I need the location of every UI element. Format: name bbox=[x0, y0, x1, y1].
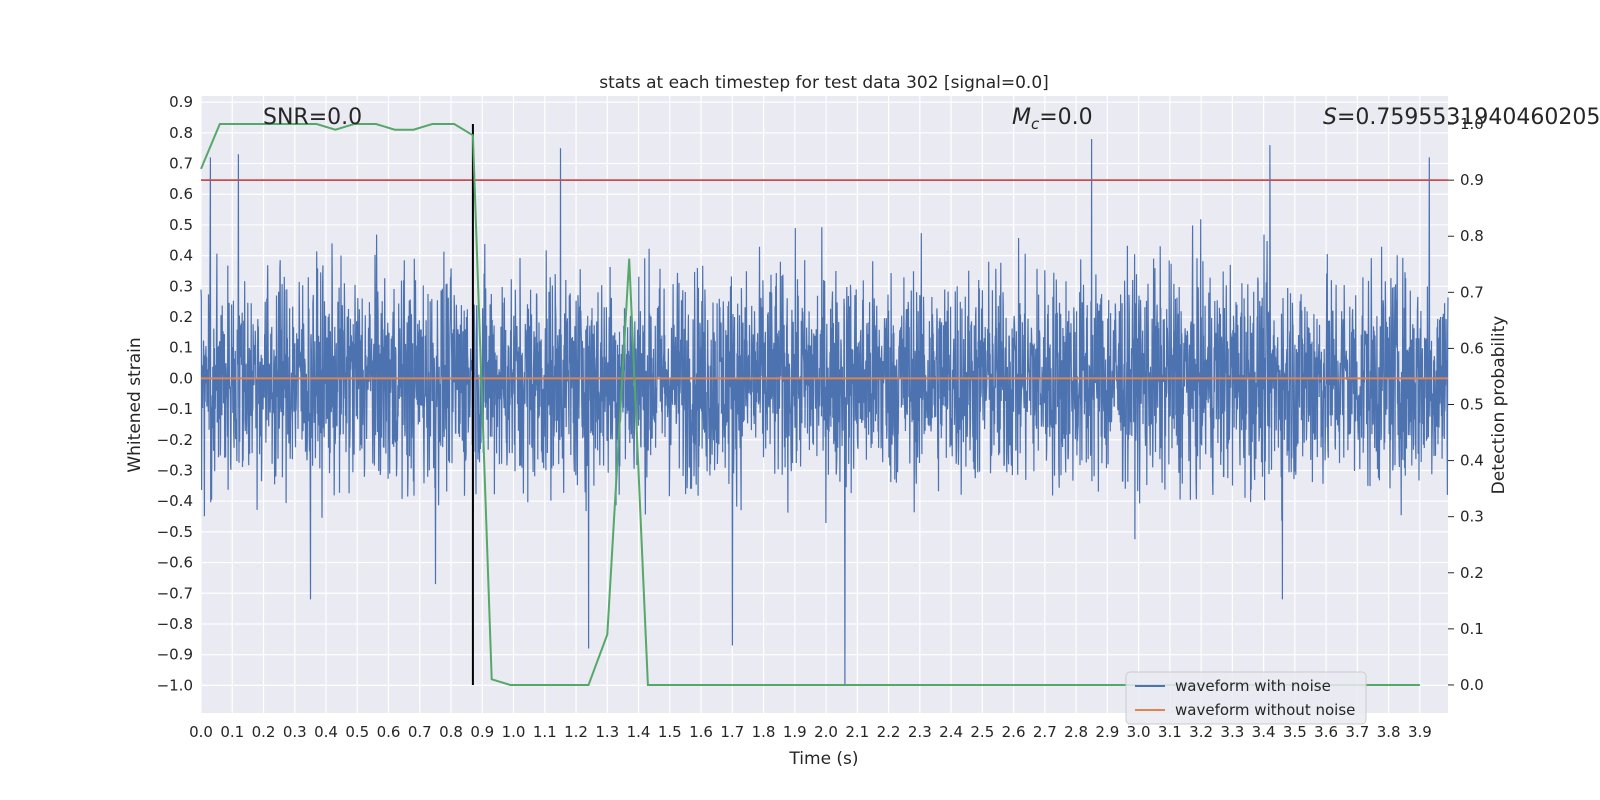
y-tick-label: −0.4 bbox=[157, 492, 193, 510]
y-axis-label: Whitened strain bbox=[125, 337, 145, 472]
y-tick-label: −0.9 bbox=[157, 646, 193, 664]
y2-tick-label: 0.6 bbox=[1460, 339, 1484, 357]
y-tick-label: −1.0 bbox=[157, 676, 193, 694]
annotation-score: S=0.7595531940460205 bbox=[1323, 105, 1600, 130]
x-tick-label: 3.5 bbox=[1283, 723, 1307, 741]
x-tick-label: 1.7 bbox=[720, 723, 744, 741]
y-tick-label: −0.1 bbox=[157, 400, 193, 418]
y-tick-label: 0.9 bbox=[169, 93, 193, 111]
x-tick-label: 2.9 bbox=[1095, 723, 1119, 741]
x-tick-label: 3.8 bbox=[1377, 723, 1401, 741]
x-tick-label: 2.7 bbox=[1033, 723, 1057, 741]
y-tick-label: −0.2 bbox=[157, 431, 193, 449]
x-tick-label: 3.4 bbox=[1252, 723, 1276, 741]
y2-tick-label: 0.4 bbox=[1460, 452, 1484, 470]
y2-tick-label: 0.2 bbox=[1460, 564, 1484, 582]
y-tick-label: −0.7 bbox=[157, 584, 193, 602]
x-tick-label: 2.8 bbox=[1064, 723, 1088, 741]
y-tick-label: 0.4 bbox=[169, 247, 193, 265]
y2-tick-label: 0.3 bbox=[1460, 508, 1484, 526]
x-tick-label: 1.1 bbox=[533, 723, 557, 741]
y2-axis-label: Detection probability bbox=[1489, 316, 1509, 495]
y-tick-label: 0.8 bbox=[169, 124, 193, 142]
x-tick-label: 2.2 bbox=[877, 723, 901, 741]
y2-tick-label: 0.8 bbox=[1460, 227, 1484, 245]
chart-title: stats at each timestep for test data 302… bbox=[599, 73, 1049, 93]
x-tick-label: 2.3 bbox=[908, 723, 932, 741]
y2-tick-label: 1.0 bbox=[1460, 115, 1484, 133]
y-tick-label: 0.5 bbox=[169, 216, 193, 234]
legend-label-clean: waveform without noise bbox=[1175, 701, 1355, 719]
x-tick-label: 1.9 bbox=[783, 723, 807, 741]
x-tick-label: 3.3 bbox=[1220, 723, 1244, 741]
x-tick-label: 0.1 bbox=[220, 723, 244, 741]
x-tick-label: 3.6 bbox=[1314, 723, 1338, 741]
x-tick-label: 1.0 bbox=[502, 723, 526, 741]
x-tick-label: 1.3 bbox=[595, 723, 619, 741]
x-tick-label: 2.5 bbox=[970, 723, 994, 741]
x-tick-label: 2.6 bbox=[1002, 723, 1026, 741]
y-tick-label: 0.7 bbox=[169, 155, 193, 173]
x-axis-ticks: 0.0 0.1 0.2 0.3 0.4 0.5 0.6 0.7 0.8 0.9 1.0 1.1 1.2 1… bbox=[189, 723, 1432, 741]
y2-tick-label: 0.1 bbox=[1460, 620, 1484, 638]
x-tick-label: 3.2 bbox=[1189, 723, 1213, 741]
x-tick-label: 2.0 bbox=[814, 723, 838, 741]
x-tick-label: 2.4 bbox=[939, 723, 963, 741]
y2-tick-label: 0.0 bbox=[1460, 676, 1484, 694]
x-tick-label: 0.5 bbox=[345, 723, 369, 741]
x-tick-label: 3.1 bbox=[1158, 723, 1182, 741]
legend-label-noise: waveform with noise bbox=[1175, 677, 1331, 695]
x-tick-label: 1.2 bbox=[564, 723, 588, 741]
x-tick-label: 0.0 bbox=[189, 723, 213, 741]
y2-tick-label: 0.9 bbox=[1460, 171, 1484, 189]
legend-box bbox=[1125, 671, 1367, 725]
x-tick-label: 0.8 bbox=[439, 723, 463, 741]
x-tick-label: 0.6 bbox=[377, 723, 401, 741]
x-tick-label: 1.6 bbox=[689, 723, 713, 741]
x-axis-label: Time (s) bbox=[788, 749, 858, 769]
y2-tick-label: 0.5 bbox=[1460, 396, 1484, 414]
y-tick-label: 0.1 bbox=[169, 339, 193, 357]
x-tick-label: 1.4 bbox=[627, 723, 651, 741]
annotation-snr: SNR=0.0 bbox=[263, 105, 362, 130]
x-tick-label: 3.0 bbox=[1127, 723, 1151, 741]
x-tick-label: 2.1 bbox=[845, 723, 869, 741]
y-tick-label: 0.2 bbox=[169, 308, 193, 326]
x-tick-label: 3.9 bbox=[1408, 723, 1432, 741]
x-tick-label: 0.9 bbox=[470, 723, 494, 741]
y-tick-label: −0.3 bbox=[157, 461, 193, 479]
series-waveform-with-noise bbox=[200, 138, 1449, 686]
annotation-chirp-mass: Mc=0.0 bbox=[1012, 105, 1093, 133]
x-tick-label: 1.5 bbox=[658, 723, 682, 741]
y-tick-label: −0.8 bbox=[157, 615, 193, 633]
y2-axis-ticks: 1.0 0.9 0.8 0.7 0.6 0.5 0.4 0.3 0.2 0.1 0.0 bbox=[1448, 115, 1484, 694]
y-tick-label: −0.5 bbox=[157, 523, 193, 541]
x-tick-label: 1.8 bbox=[752, 723, 776, 741]
y2-tick-label: 0.7 bbox=[1460, 283, 1484, 301]
y-tick-label: 0.6 bbox=[169, 185, 193, 203]
y-tick-label: −0.6 bbox=[157, 554, 193, 572]
x-tick-label: 3.7 bbox=[1345, 723, 1369, 741]
y-tick-label: 0.3 bbox=[169, 277, 193, 295]
x-tick-label: 0.7 bbox=[408, 723, 432, 741]
y-axis-ticks: 0.9 0.8 0.7 0.6 0.5 0.4 0.3 0.2 0.1 0.0 −0.1 −0.2 −0… bbox=[157, 93, 193, 694]
x-tick-label: 0.3 bbox=[283, 723, 307, 741]
legend: waveform with noise waveform without noi… bbox=[1125, 671, 1367, 725]
y-tick-label: 0.0 bbox=[169, 369, 193, 387]
x-tick-label: 0.2 bbox=[252, 723, 276, 741]
waveform-with-noise-line bbox=[200, 138, 1449, 686]
x-tick-label: 0.4 bbox=[314, 723, 338, 741]
